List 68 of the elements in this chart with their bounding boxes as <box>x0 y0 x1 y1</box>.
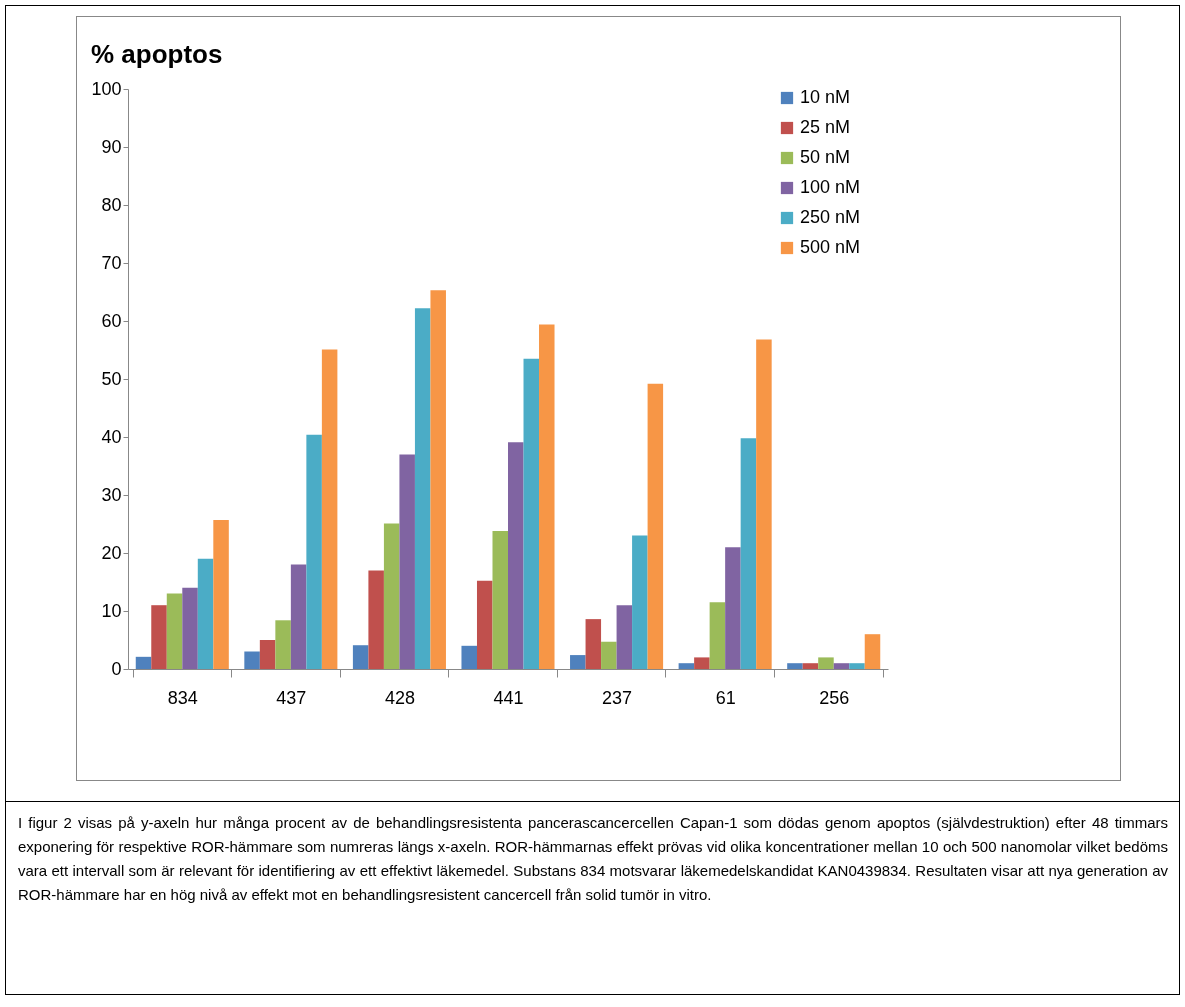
bar <box>787 663 803 669</box>
legend-label: 250 nM <box>800 207 861 227</box>
bar <box>678 663 695 669</box>
bar <box>508 442 524 669</box>
legend-label: 50 nM <box>800 147 851 167</box>
bar <box>135 656 152 669</box>
bar <box>647 383 664 669</box>
bar <box>632 535 648 669</box>
bar <box>321 349 338 669</box>
bar <box>182 587 198 669</box>
bar <box>461 645 477 669</box>
bar <box>306 434 322 669</box>
y-tick-label: 20 <box>101 542 122 563</box>
y-tick-label: 70 <box>101 252 122 273</box>
bar <box>616 605 633 669</box>
y-tick-label: 90 <box>101 136 122 157</box>
bar <box>585 619 602 669</box>
bar <box>709 602 726 669</box>
bar <box>151 605 167 669</box>
bar <box>166 593 183 669</box>
bar <box>492 530 508 669</box>
bar <box>290 564 307 669</box>
bar <box>476 580 493 669</box>
bar <box>570 655 586 669</box>
legend-label: 100 nM <box>800 177 861 197</box>
y-tick-label: 100 <box>91 78 122 99</box>
legend-label: 500 nM <box>800 237 861 257</box>
bar <box>756 339 772 669</box>
bar <box>213 519 229 669</box>
y-tick-label: 60 <box>101 310 122 331</box>
bar <box>523 358 540 669</box>
x-tick-label: 441 <box>493 687 524 708</box>
bar <box>414 308 431 669</box>
bar <box>383 523 400 669</box>
y-tick-label: 40 <box>101 426 122 447</box>
text: I figur 2 visas på y-axeln hur många procent av de behandlingsresistenta pancerascancercellen Capan-1 som dödas genom apoptos (självdestruktion) efter 48 timmars exponering för respektive ROR-hämmare som numreras längs x-axeln. ROR-hämmarnas effekt prövas vid olika koncentrationer mellan 10 och 500 nanomolar vilket bedöms vara ett intervall som är relevant för identifiering av ett effektivt läkemedel. Substans 834 motsvarar läkemedelskandidat KAN0439834. Resultaten visar att nya generation av ROR-hämmare har en hög nivå av effekt mot en behandlingsresistent cancercell från solid tumör in vitro. <box>18 813 1168 905</box>
x-tick-label: 834 <box>167 687 198 708</box>
bar <box>725 547 741 669</box>
x-tick-label: 428 <box>384 687 415 708</box>
legend-label: 10 nM <box>800 87 851 107</box>
bar <box>259 640 276 669</box>
bar <box>740 438 757 669</box>
x-tick-label: 437 <box>276 687 307 708</box>
y-tick-label: 10 <box>101 600 122 621</box>
bar <box>197 558 214 669</box>
bar <box>818 657 834 669</box>
y-tick-label: 80 <box>101 194 122 215</box>
bar <box>430 290 446 669</box>
bar <box>864 634 881 669</box>
bar <box>244 651 260 669</box>
bar <box>539 324 555 669</box>
bar <box>399 454 415 669</box>
legend-label: 25 nM <box>800 117 851 137</box>
bar <box>352 645 369 669</box>
y-tick-label: 30 <box>101 484 122 505</box>
x-tick-label: 61 <box>715 687 736 708</box>
bar <box>833 663 850 669</box>
bar <box>849 663 865 669</box>
x-tick-label: 256 <box>819 687 850 708</box>
bar <box>275 620 291 669</box>
bar <box>694 657 710 669</box>
bar <box>601 641 617 669</box>
y-tick-label: 0 <box>111 658 122 679</box>
bar <box>802 663 819 669</box>
x-tick-label: 237 <box>602 687 633 708</box>
chart-title: % apoptos <box>90 39 223 69</box>
bar <box>368 570 384 669</box>
y-tick-label: 50 <box>101 368 122 389</box>
